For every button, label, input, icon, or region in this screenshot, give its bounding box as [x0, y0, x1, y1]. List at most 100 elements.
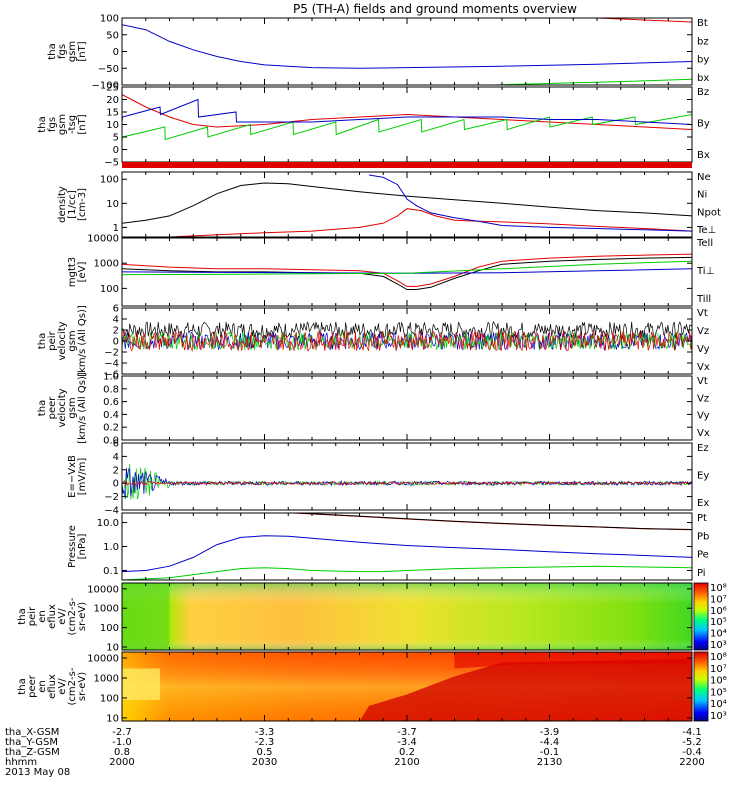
y-axis-label-line: [cm-3] [77, 188, 88, 221]
y-axis-label-line: fgs [57, 44, 68, 59]
y-axis-label-line: (cm2-s- [67, 597, 78, 635]
colorbar [693, 651, 709, 722]
legend-Pe: Pe [697, 550, 709, 561]
plot-area [122, 463, 692, 500]
y-tick-label: 10 [106, 199, 119, 210]
y-tick-label: 50 [106, 30, 119, 41]
colorbar-label: 10⁷ [710, 594, 727, 605]
ephemeris-value: -3.9 [540, 727, 560, 738]
y-tick-label: 10.0 [97, 518, 119, 529]
heatmap-shade [122, 583, 692, 650]
plot-frame [121, 375, 693, 441]
heatmap-band [454, 652, 692, 669]
legend-Ni: Ni [697, 190, 707, 201]
y-tick-label: 0 [113, 47, 119, 58]
ephemeris-value: -3.4 [397, 737, 417, 748]
legend-Ti⊥: Ti⊥ [696, 266, 714, 277]
legend-Tell: Tell [696, 238, 713, 249]
time-tick-label: 2200 [679, 757, 704, 768]
legend-Ey: Ey [697, 471, 709, 482]
legend-Pi: Pi [697, 568, 706, 579]
y-tick-label: 100 [100, 14, 119, 25]
colorbar-label: 10⁵ [710, 687, 727, 698]
y-axis-label-line: eflux [47, 674, 58, 699]
y-axis-label-line: [km/s (All Qs)] [77, 305, 88, 377]
legend-Ne: Ne [697, 172, 711, 183]
colorbar-label: 10⁴ [710, 699, 727, 710]
plot-area [122, 513, 692, 580]
y-tick-label: 1.0 [103, 372, 119, 383]
y-tick-label: 100 [100, 175, 119, 186]
y-axis-label-line: tha [17, 678, 28, 694]
y-axis-label-line: peer [47, 396, 58, 420]
figure-title: P5 (TH-A) fields and ground moments over… [293, 2, 577, 16]
series-Pt [292, 513, 692, 530]
y-tick-label: 1 [113, 223, 119, 234]
y-axis-label: E=−VxB [mV/m] [67, 455, 88, 498]
y-axis-label-line: E=−VxB [67, 455, 78, 498]
y-axis-label-line: fgs [47, 117, 58, 132]
series-Bz [122, 94, 692, 130]
y-tick-label: −4 [104, 359, 119, 370]
ephemeris-value: -3.3 [255, 727, 275, 738]
panel-density: 100 10 1 density [1/cc] [cm-3] Ne Ni Npot Te⊥ [57, 171, 721, 238]
y-tick-label: 1000 [94, 673, 119, 684]
y-tick-label: 6 [113, 439, 119, 450]
ephemeris-value: -2.7 [112, 727, 132, 738]
y-tick-label: 4 [113, 452, 119, 463]
y-tick-label: 15 [106, 108, 119, 119]
y-tick-label: 0 [113, 479, 119, 490]
y-tick-label: 10000 [87, 654, 119, 665]
series-Ti⊥ [122, 268, 692, 274]
y-axis-label: Pressure [nPa] [67, 525, 88, 568]
panel-efield: 6 4 2 0 −2 −4 E=−VxB [mV/m] Ez Ey Ex [67, 439, 709, 517]
legend-Vz: Vz [697, 393, 709, 404]
y-tick-label: 20 [106, 95, 119, 106]
ephemeris-value: -3.7 [397, 727, 417, 738]
y-axis-label: tha peer velocity gsm [km/s (All Qs)] [37, 372, 88, 444]
y-tick-label: −2 [104, 492, 119, 503]
y-tick-label: −2 [104, 348, 119, 359]
y-axis-label-line: gsm [57, 114, 68, 135]
colorbar-label: 10³ [710, 711, 727, 722]
y-axis-label-line: eflux [47, 604, 58, 629]
plot-area [122, 583, 692, 650]
legend-Te⊥: Te⊥ [696, 225, 716, 236]
series-Te⊥ [122, 253, 692, 287]
heatmap-band [122, 583, 170, 650]
y-axis-label-line: tha [47, 43, 58, 59]
y-axis-label-line: en [37, 680, 48, 693]
plot-frame [121, 17, 693, 86]
y-tick-label: 2 [113, 465, 119, 476]
panel-temperature: 10000 1000 100 mgtt3 [eV] Tell Ti⊥ Till [67, 234, 714, 307]
panel-fgs-gsm: 100 50 0 −50 −100 tha fgs gsm [nT] Bt bz by bx [47, 14, 709, 92]
y-tick-label: 100 [100, 693, 119, 704]
y-axis-label-line: -tsg [67, 115, 78, 134]
y-tick-label: 4 [113, 315, 119, 326]
legend-Vy: Vy [697, 411, 710, 422]
legend-By: By [697, 119, 710, 130]
series-Tell [122, 256, 692, 290]
ephemeris-value: 0.2 [399, 747, 415, 758]
legend-Bt: Bt [697, 18, 708, 29]
ephemeris-value: 0.5 [257, 747, 273, 758]
legend-Ex: Ex [697, 498, 709, 509]
ephemeris-value: -0.1 [540, 747, 560, 758]
y-tick-label: 1000 [94, 259, 119, 270]
ephemeris-row-label: hhmm [5, 757, 37, 768]
colorbar-label: 10⁸ [710, 652, 727, 663]
y-axis-label-line: tha [37, 116, 48, 132]
series-Ni [122, 182, 692, 224]
plot-area [122, 652, 692, 721]
ephemeris-value: 0.8 [114, 747, 130, 758]
legend-Ez: Ez [697, 443, 709, 454]
series-Vz [122, 330, 692, 353]
ephemeris-value: -1.0 [112, 737, 132, 748]
y-axis-label-line: [km/s (All Qs)] [77, 372, 88, 444]
y-axis-label-line: density [57, 186, 68, 223]
colorbar-label: 10⁷ [710, 664, 727, 675]
